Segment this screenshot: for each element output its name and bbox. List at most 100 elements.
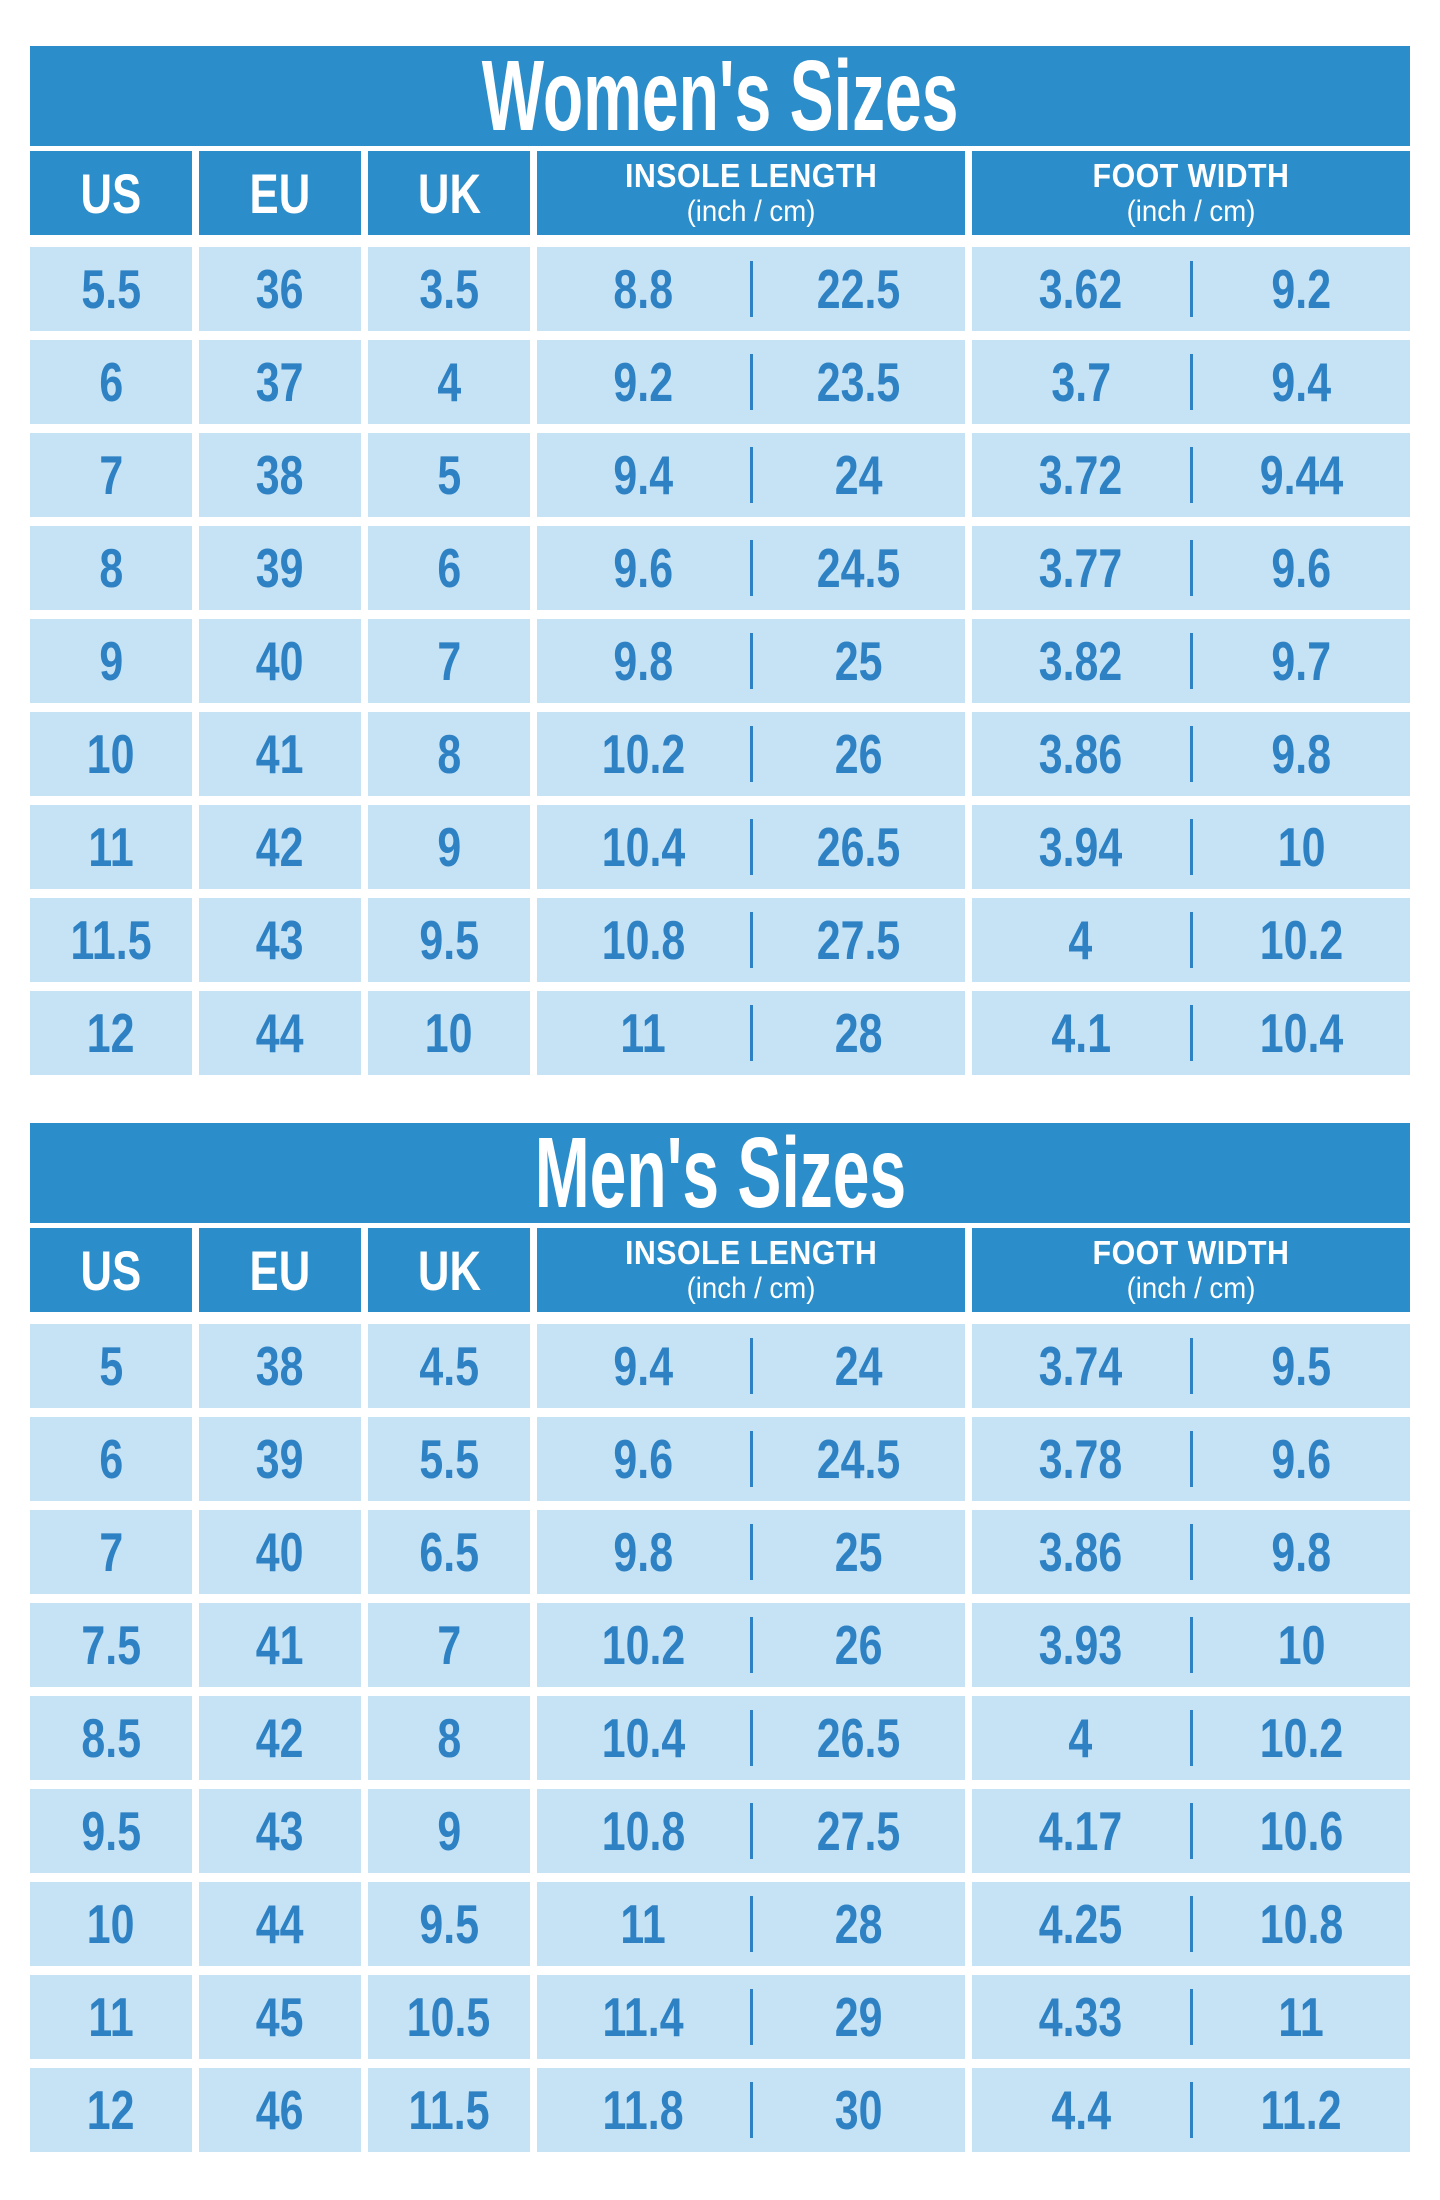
foot-width-cell-inch-half: 3.78: [972, 1417, 1190, 1501]
uk-column-label: UK: [417, 161, 481, 225]
divider-line: [1189, 354, 1193, 410]
insole-length-cell-inch-half: 11.8: [537, 2068, 750, 2152]
insole-length-units: (inch / cm): [686, 194, 816, 228]
table-row: 6 39 5.5 9.6 24.5 3.78 9.6: [30, 1417, 1410, 1501]
foot-width-cm-value: 9.44: [1259, 444, 1343, 506]
uk-value: 9.5: [419, 909, 479, 971]
foot-width-cell-inch-half: 4.25: [972, 1882, 1190, 1966]
us-column-label: US: [80, 1238, 142, 1302]
foot-width-cell-inch-half: 3.86: [972, 712, 1190, 796]
divider-line: [749, 912, 753, 968]
divider-line: [1189, 1005, 1193, 1061]
uk-value: 10.5: [407, 1986, 491, 2048]
insole-inch-value: 9.6: [613, 1428, 674, 1490]
insole-inch-value: 8.8: [613, 258, 674, 320]
uk-size-cell: 9.5: [368, 898, 530, 982]
foot-width-label: FOOT WIDTH: [1092, 1233, 1290, 1271]
insole-cm-value: 22.5: [816, 258, 901, 320]
insole-inch-value: 9.6: [613, 537, 674, 599]
foot-width-cm-value: 9.4: [1271, 351, 1332, 413]
foot-width-cell-cm-half: 9.6: [1193, 526, 1411, 610]
eu-value: 45: [256, 1986, 304, 2048]
table-row: 9 40 7 9.8 25 3.82 9.7: [30, 619, 1410, 703]
uk-value: 9: [437, 1800, 461, 1862]
divider-line: [749, 1617, 753, 1673]
us-value: 11.5: [70, 909, 152, 971]
us-value: 7: [99, 444, 123, 506]
us-size-cell: 7: [30, 433, 192, 517]
foot-width-inch-value: 3.78: [1038, 1428, 1123, 1490]
us-size-cell: 12: [30, 991, 192, 1075]
insole-length-cell: 9.4 24: [537, 433, 965, 517]
insole-length-cell: 10.4 26.5: [537, 1696, 965, 1780]
insole-length-cell-inch-half: 9.2: [537, 340, 750, 424]
foot-width-cell-cm-half: 10.6: [1193, 1789, 1411, 1873]
foot-width-cell-cm-half: 11: [1193, 1975, 1411, 2059]
foot-width-inch-value: 3.62: [1038, 258, 1123, 320]
foot-width-inch-value: 3.72: [1038, 444, 1123, 506]
us-size-cell: 10: [30, 712, 192, 796]
insole-length-cell-cm-half: 22.5: [753, 247, 966, 331]
foot-width-cell-inch-half: 4.4: [972, 2068, 1190, 2152]
insole-length-cell: 9.6 24.5: [537, 526, 965, 610]
us-column-label: US: [80, 161, 142, 225]
uk-column-header: UK: [368, 151, 530, 235]
foot-width-cell: 4.33 11: [972, 1975, 1410, 2059]
uk-value: 10: [425, 1002, 473, 1064]
insole-inch-value: 10.8: [601, 909, 685, 971]
eu-size-cell: 44: [199, 1882, 361, 1966]
foot-width-cell-inch-half: 3.7: [972, 340, 1190, 424]
foot-width-cell: 3.93 10: [972, 1603, 1410, 1687]
insole-length-cell-inch-half: 11: [537, 991, 750, 1075]
divider-line: [1189, 1338, 1193, 1394]
insole-length-cell-cm-half: 26.5: [753, 1696, 966, 1780]
womens-table-title-bar: Women's Sizes: [30, 46, 1410, 146]
us-size-cell: 8: [30, 526, 192, 610]
eu-column-label: EU: [249, 161, 311, 225]
table-row: 7 40 6.5 9.8 25 3.86 9.8: [30, 1510, 1410, 1594]
insole-inch-value: 11: [620, 1893, 666, 1955]
insole-cm-value: 27.5: [816, 1800, 901, 1862]
foot-width-cell: 4.4 11.2: [972, 2068, 1410, 2152]
mens-size-table: Men's Sizes US EU UK INSOLE LENGTH (inch…: [30, 1123, 1410, 2152]
eu-value: 40: [256, 630, 304, 692]
us-value: 7.5: [81, 1614, 141, 1676]
insole-cm-value: 26: [834, 1614, 883, 1676]
eu-value: 40: [256, 1521, 304, 1583]
us-value: 9: [99, 630, 123, 692]
foot-width-cell: 4 10.2: [972, 898, 1410, 982]
foot-width-cell: 3.74 9.5: [972, 1324, 1410, 1408]
divider-line: [1189, 1617, 1193, 1673]
insole-cm-value: 27.5: [816, 909, 901, 971]
insole-cm-value: 24.5: [816, 1428, 901, 1490]
insole-length-cell-cm-half: 24: [753, 1324, 966, 1408]
eu-value: 36: [256, 258, 304, 320]
foot-width-cm-value: 10: [1277, 1614, 1326, 1676]
table-row: 8 39 6 9.6 24.5 3.77 9.6: [30, 526, 1410, 610]
insole-length-cell-cm-half: 27.5: [753, 898, 966, 982]
foot-width-inch-value: 4.17: [1038, 1800, 1123, 1862]
divider-line: [1189, 726, 1193, 782]
foot-width-units: (inch / cm): [1126, 194, 1256, 228]
eu-value: 38: [256, 444, 304, 506]
foot-width-cm-value: 9.6: [1271, 537, 1332, 599]
uk-value: 11.5: [408, 2079, 490, 2141]
us-column-header: US: [30, 151, 192, 235]
divider-line: [749, 2082, 753, 2138]
divider-line: [749, 1803, 753, 1859]
uk-value: 8: [437, 1707, 461, 1769]
insole-length-cell-inch-half: 9.8: [537, 619, 750, 703]
divider-line: [749, 1896, 753, 1952]
foot-width-inch-value: 3.94: [1038, 816, 1123, 878]
uk-size-cell: 9.5: [368, 1882, 530, 1966]
insole-length-cell-inch-half: 10.2: [537, 1603, 750, 1687]
eu-column-label: EU: [249, 1238, 311, 1302]
uk-value: 9: [437, 816, 461, 878]
insole-length-cell-inch-half: 10.8: [537, 898, 750, 982]
divider-line: [1189, 819, 1193, 875]
insole-length-cell-inch-half: 10.8: [537, 1789, 750, 1873]
foot-width-inch-value: 3.74: [1038, 1335, 1123, 1397]
foot-width-inch-value: 3.86: [1038, 1521, 1123, 1583]
insole-inch-value: 9.4: [613, 444, 674, 506]
divider-line: [749, 447, 753, 503]
